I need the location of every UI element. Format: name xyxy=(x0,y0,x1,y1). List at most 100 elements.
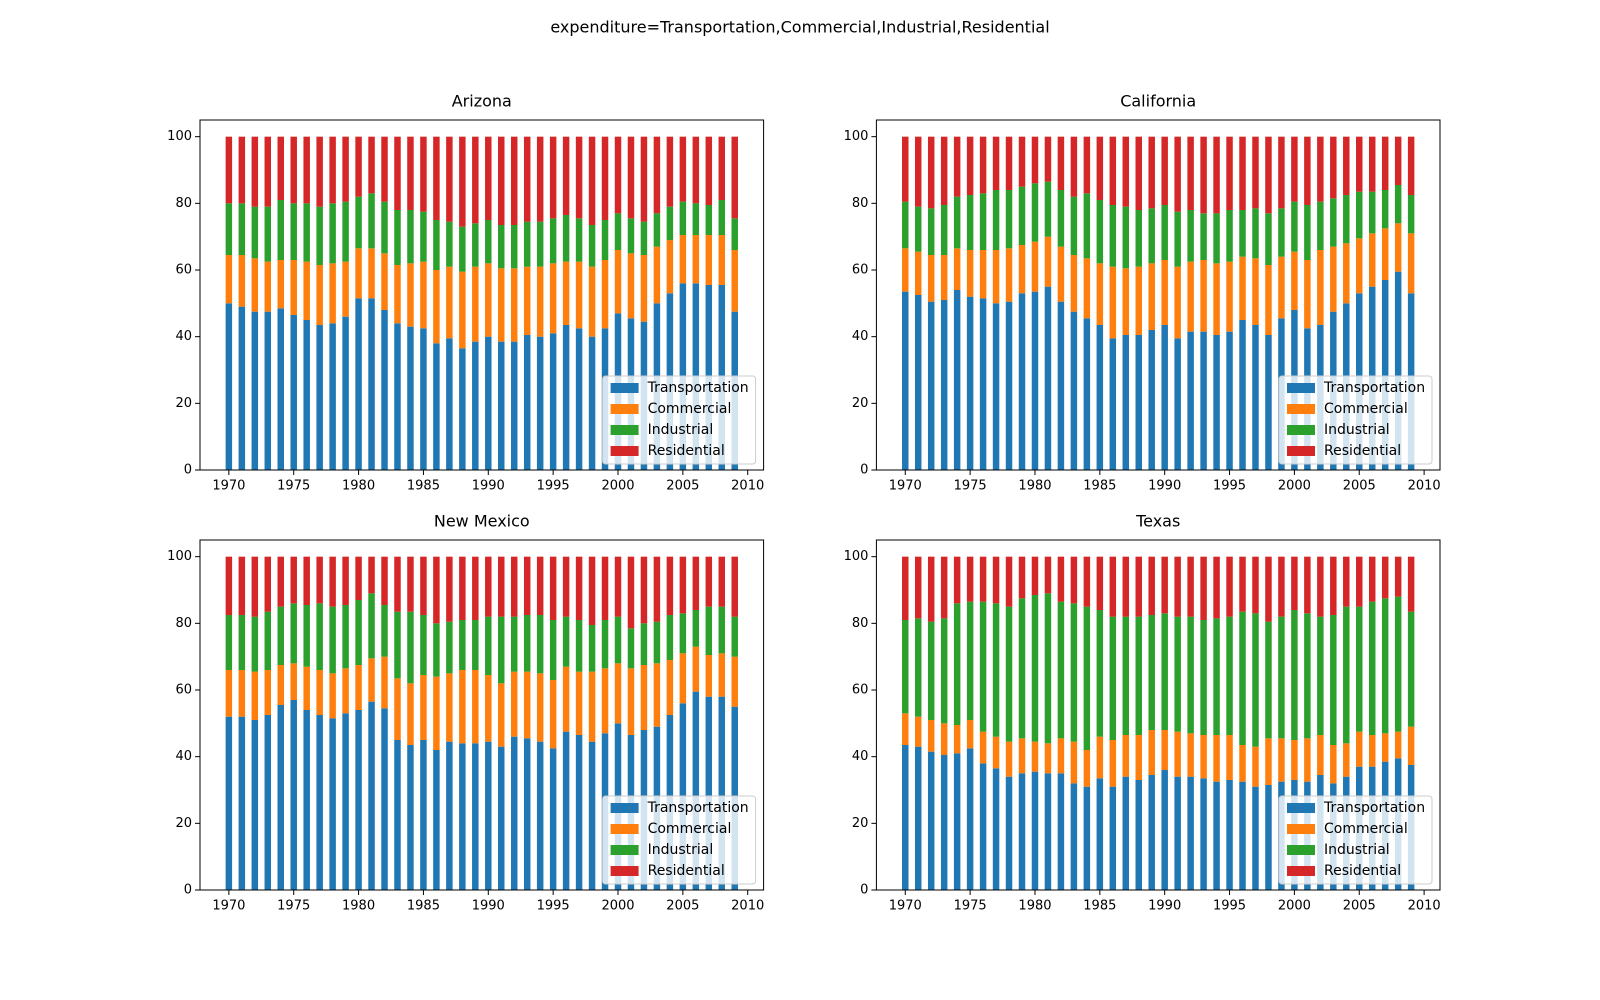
y-tick-label: 100 xyxy=(844,549,869,564)
bar-segment xyxy=(446,221,453,267)
bar-segment xyxy=(1148,615,1155,730)
bar-segment xyxy=(1044,556,1052,594)
bar-segment xyxy=(640,255,648,322)
legend-label: Transportation xyxy=(1323,380,1425,396)
bar-segment xyxy=(1018,738,1026,774)
bar-segment xyxy=(1018,293,1026,470)
bar-segment xyxy=(472,556,479,620)
bar-segment xyxy=(394,136,401,210)
x-tick-label: 1985 xyxy=(407,479,440,494)
bar-segment xyxy=(549,748,557,890)
bar-segment xyxy=(1161,730,1168,770)
bar-segment xyxy=(381,136,388,202)
bar-segment xyxy=(1083,606,1091,750)
bar-segment xyxy=(407,611,414,684)
y-tick-label: 0 xyxy=(184,883,192,898)
bar-segment xyxy=(1394,136,1402,185)
bar-segment xyxy=(1291,610,1298,740)
bar-segment xyxy=(1381,190,1389,229)
bar-segment xyxy=(1252,556,1259,614)
bar-segment xyxy=(290,603,297,664)
bar-segment xyxy=(1070,311,1078,470)
bar-segment xyxy=(1083,786,1091,890)
bar-segment xyxy=(1265,136,1272,214)
bar-segment xyxy=(679,653,687,704)
bar-segment xyxy=(1148,775,1155,890)
bar-segment xyxy=(1343,743,1350,777)
bar-segment xyxy=(1109,136,1117,205)
bar-segment xyxy=(238,670,246,717)
bar-segment xyxy=(498,225,505,269)
bar-segment xyxy=(277,260,284,309)
bar-segment xyxy=(1031,595,1039,742)
bar-segment xyxy=(238,203,246,255)
bar-segment xyxy=(459,226,466,272)
bar-segment xyxy=(1252,208,1259,259)
bar-segment xyxy=(536,673,544,742)
bar-segment xyxy=(1291,201,1298,252)
bar-segment xyxy=(1070,741,1078,784)
bar-segment xyxy=(1083,136,1091,194)
bar-segment xyxy=(627,136,635,219)
bar-segment xyxy=(536,615,544,674)
bar-segment xyxy=(653,621,661,664)
x-tick-label: 1980 xyxy=(342,899,375,914)
bar-segment xyxy=(940,205,948,255)
x-tick-label: 1975 xyxy=(954,479,987,494)
bar-segment xyxy=(627,218,635,254)
bar-segment xyxy=(914,746,922,890)
bar-segment xyxy=(1317,735,1324,775)
bar-segment xyxy=(575,218,583,262)
bar-segment xyxy=(238,615,246,670)
bar-segment xyxy=(966,136,974,195)
bar-segment xyxy=(588,741,596,890)
bar-segment xyxy=(472,743,479,890)
bar-segment xyxy=(614,136,622,214)
bar-segment xyxy=(368,193,375,249)
bar-segment xyxy=(1044,286,1052,470)
bar-segment xyxy=(1044,181,1052,237)
bar-segment xyxy=(472,136,479,224)
bar-segment xyxy=(1135,616,1142,735)
bar-segment xyxy=(225,716,233,890)
bar-segment xyxy=(1407,611,1415,727)
bar-segment xyxy=(953,725,961,754)
bar-segment xyxy=(420,740,427,890)
bar-segment xyxy=(355,556,362,600)
x-tick-label: 2010 xyxy=(1408,899,1441,914)
legend-label: Transportation xyxy=(1323,800,1425,816)
bar-segment xyxy=(1109,786,1117,890)
bar-segment xyxy=(1239,745,1246,782)
bar-segment xyxy=(614,250,622,314)
x-tick-label: 2000 xyxy=(1278,899,1311,914)
bar-segment xyxy=(914,556,922,619)
bar-segment xyxy=(1057,136,1065,190)
legend-label: Transportation xyxy=(647,800,749,816)
bar-segment xyxy=(692,610,700,647)
bar-segment xyxy=(355,298,362,470)
bar-segment xyxy=(979,731,987,764)
bar-segment xyxy=(1368,601,1376,735)
legend-swatch xyxy=(1287,824,1315,834)
legend-swatch xyxy=(1287,845,1315,855)
bar-segment xyxy=(264,206,272,262)
bar-segment xyxy=(902,713,909,745)
x-tick-label: 1990 xyxy=(1148,899,1181,914)
bar-segment xyxy=(940,723,948,755)
bar-segment xyxy=(394,740,401,890)
bar-segment xyxy=(953,290,961,470)
y-tick-label: 60 xyxy=(852,263,869,278)
bar-segment xyxy=(355,136,362,197)
bar-segment xyxy=(1096,136,1104,200)
bar-segment xyxy=(902,556,909,620)
bar-segment xyxy=(472,223,479,267)
bar-segment xyxy=(523,671,531,739)
bar-segment xyxy=(1031,291,1039,470)
bar-segment xyxy=(368,248,375,299)
bar-segment xyxy=(575,261,583,329)
x-tick-label: 2000 xyxy=(1278,479,1311,494)
legend-label: Industrial xyxy=(648,842,714,858)
bar-segment xyxy=(966,720,974,749)
bar-segment xyxy=(1368,735,1376,767)
